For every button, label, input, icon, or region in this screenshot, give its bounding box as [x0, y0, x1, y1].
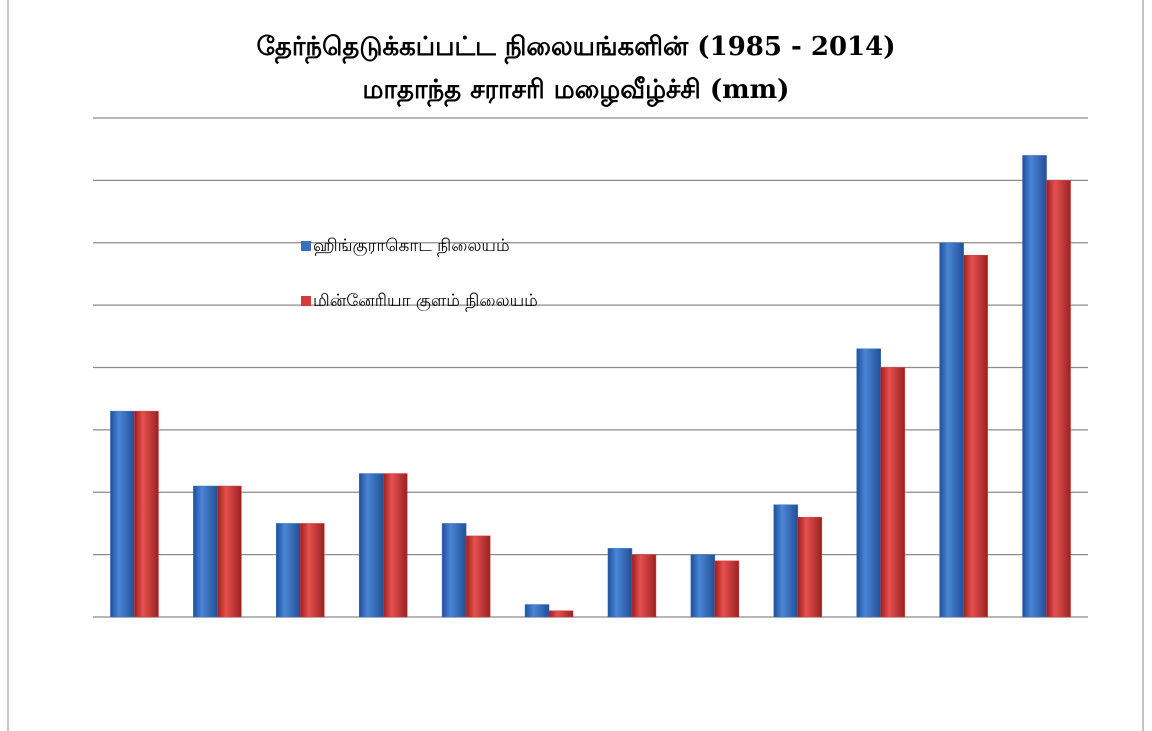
bar: [963, 254, 988, 618]
bar: [441, 523, 467, 618]
chart-title: மாதாந்த சராசரி மழைவீழ்ச்சி (mm): [363, 75, 790, 107]
bar: [548, 610, 574, 618]
chart-title: தேர்ந்தெடுக்கப்பட்ட நிலையங்களின் (1985 -…: [256, 32, 895, 65]
legend-swatch: [301, 241, 311, 251]
chart-border: [7, 0, 1144, 731]
bar: [607, 548, 633, 618]
bar: [193, 485, 218, 618]
legend-label: ஹிங்குராகொட நிலையம்: [313, 236, 510, 257]
bar: [714, 560, 740, 618]
bar: [300, 523, 325, 618]
bar: [690, 554, 716, 618]
bar: [110, 410, 135, 618]
bar: [1022, 155, 1047, 618]
legend-label: மின்னேரியா குளம் நிலையம்: [313, 291, 538, 312]
bar: [880, 367, 905, 618]
bar: [358, 473, 384, 618]
bar: [524, 604, 550, 618]
bar: [797, 516, 823, 618]
bar: [134, 410, 159, 618]
bar: [217, 485, 242, 618]
bar: [382, 473, 408, 618]
bar: [856, 348, 881, 618]
bar: [465, 535, 491, 618]
bar: [939, 242, 964, 618]
bar: [631, 554, 657, 618]
bar: [276, 523, 301, 618]
legend-swatch: [301, 296, 311, 306]
bar: [1046, 180, 1071, 618]
bar: [773, 504, 799, 618]
